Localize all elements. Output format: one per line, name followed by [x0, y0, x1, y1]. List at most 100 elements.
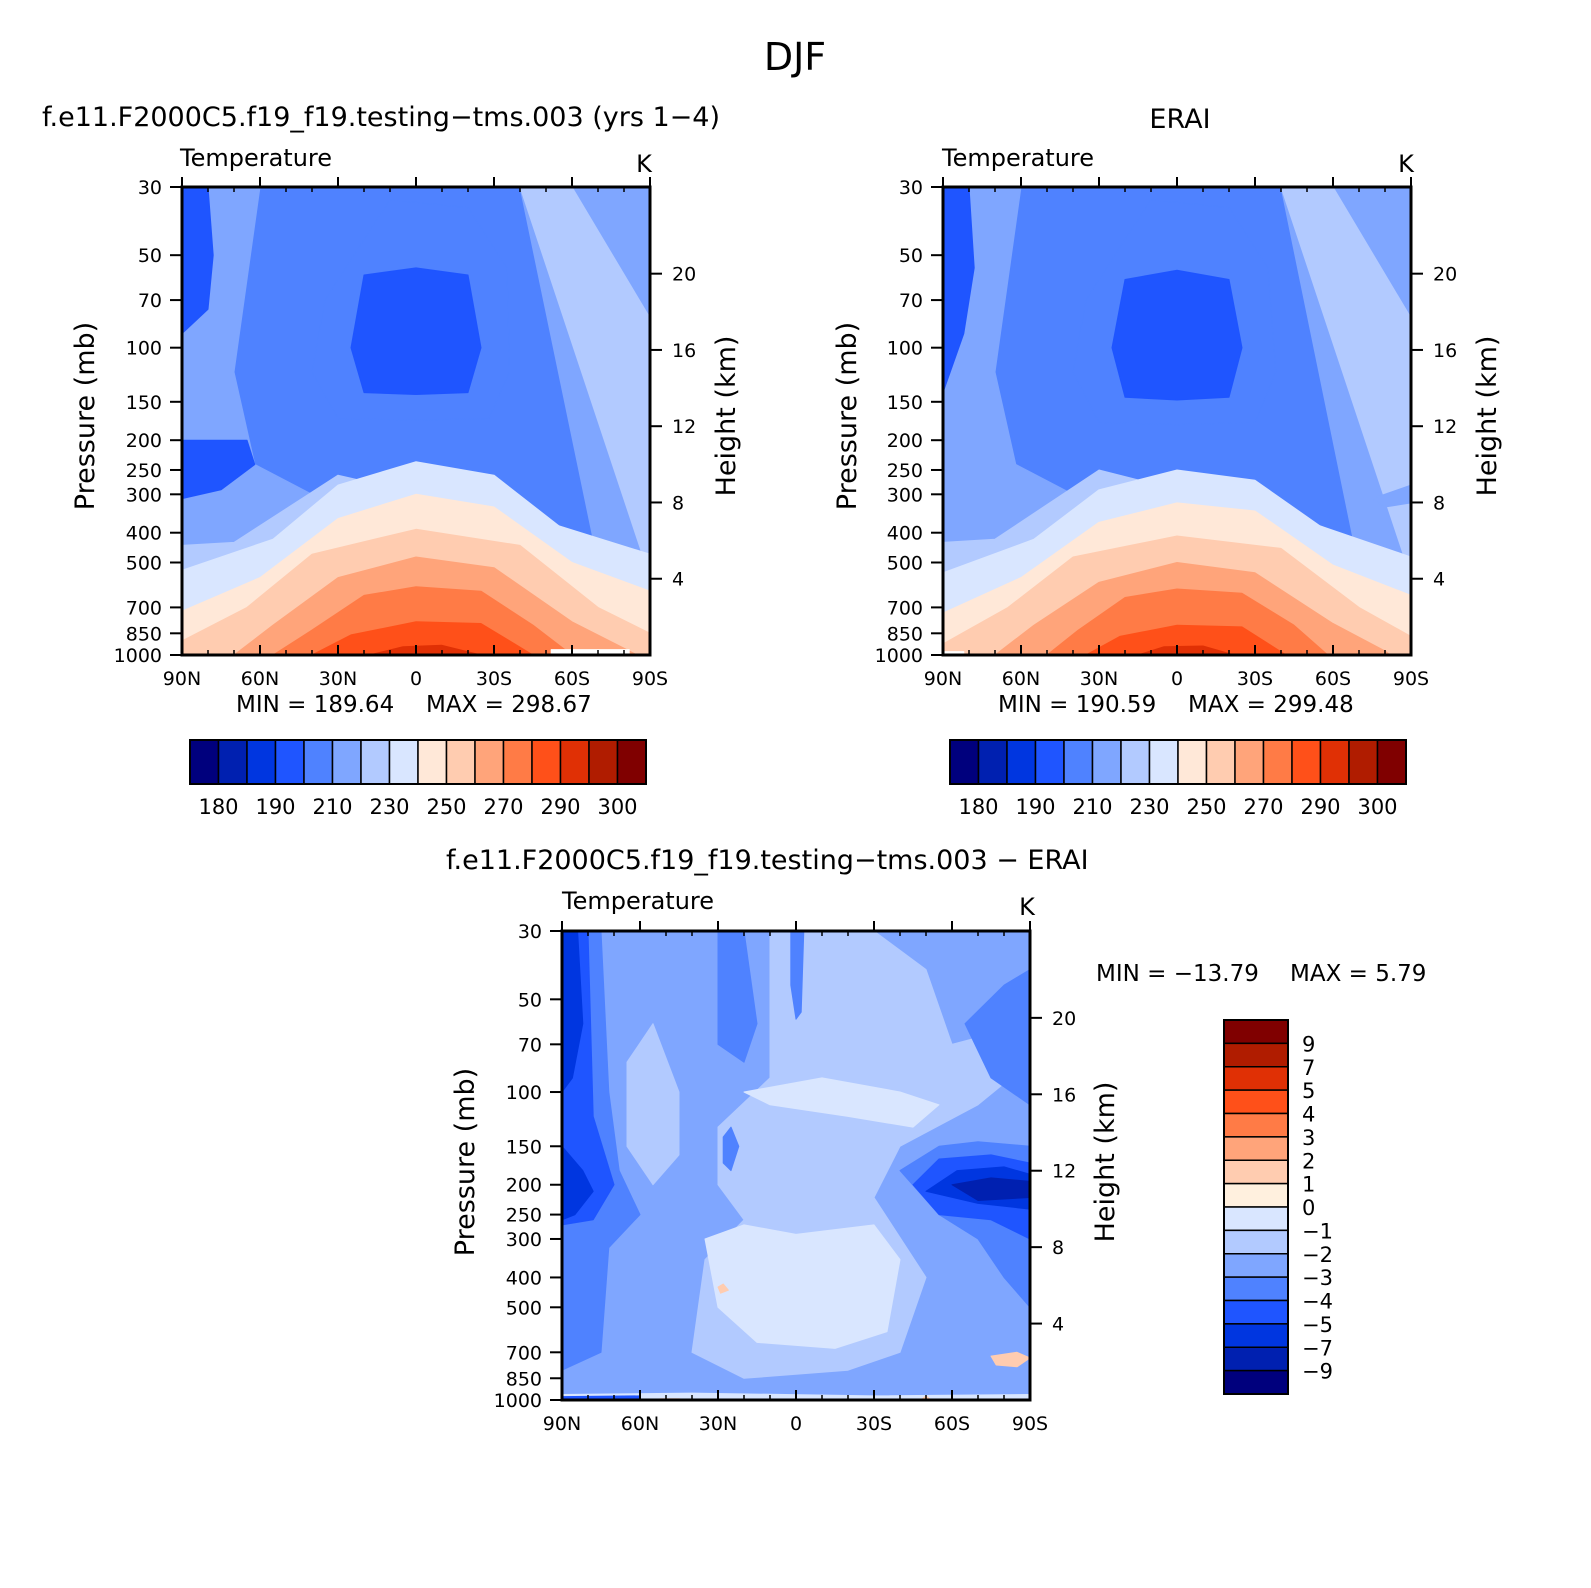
contour-band — [562, 1145, 594, 1221]
colorbar-box — [1223, 1346, 1289, 1372]
x-tick-label: 0 — [410, 668, 422, 690]
contour-band — [1137, 645, 1235, 655]
colorbar-box — [977, 739, 1008, 785]
colorbar-box — [1223, 1066, 1289, 1091]
min-label: MIN = 189.64 — [236, 692, 394, 718]
y-tick-label: 70 — [518, 1034, 542, 1056]
colorbar: 180 190 210 230 250 270 290 300 — [189, 739, 647, 819]
colorbar-label: 250 — [1186, 795, 1226, 819]
colorbar-label: −7 — [1302, 1336, 1333, 1360]
contour-band — [743, 1077, 940, 1128]
contour-field — [943, 187, 1411, 655]
x-tick-label: 60N — [241, 668, 279, 690]
contour-band — [1085, 624, 1287, 655]
colorbar-label: 9 — [1302, 1032, 1315, 1056]
y-tick-label: 100 — [506, 1082, 542, 1104]
y-tick-label: 1000 — [114, 645, 162, 667]
y-tick-label: 700 — [126, 597, 162, 619]
y2-tick-label: 12 — [1433, 416, 1457, 438]
contour-band — [350, 267, 482, 395]
x-tick-label: 60S — [1315, 668, 1351, 690]
y-tick-label: 250 — [126, 460, 162, 482]
colorbar-box — [331, 739, 362, 785]
contour-band — [368, 644, 482, 655]
colorbar-label: 300 — [597, 795, 637, 819]
colorbar-box — [1319, 739, 1350, 785]
colorbar-box — [1223, 1019, 1289, 1045]
colorbar-label: −3 — [1302, 1266, 1333, 1290]
y-tick-label: 100 — [126, 338, 162, 360]
colorbar-label: 270 — [483, 795, 523, 819]
y-tick-label: 400 — [126, 523, 162, 545]
panel-title: ERAI — [1149, 104, 1210, 135]
y-tick-label: 70 — [899, 290, 923, 312]
colorbar-frame — [949, 739, 1407, 785]
colorbar-box — [1234, 739, 1265, 785]
y-tick-label: 250 — [887, 460, 923, 482]
colorbar-box — [1291, 739, 1322, 785]
y2-axis-label: Height (km) — [711, 336, 742, 497]
panel-obs: ERAI Temperature K Pressure (mb) Height … — [832, 104, 1503, 819]
panel-title: f.e11.F2000C5.f19_f19.testing−tms.003 (y… — [42, 102, 720, 133]
y-tick-label: 300 — [887, 484, 923, 506]
colorbar-box — [1348, 739, 1379, 785]
y-tick-label: 850 — [126, 623, 162, 645]
y-tick-label: 150 — [506, 1136, 542, 1158]
colorbar-label: −4 — [1302, 1290, 1333, 1314]
colorbar-box — [1006, 739, 1037, 785]
colorbar-box — [1223, 1159, 1289, 1185]
colorbar-box — [1205, 739, 1236, 785]
contour-band — [1111, 269, 1243, 401]
y-tick-label: 150 — [126, 392, 162, 414]
max-label: MAX = 299.48 — [1188, 692, 1354, 718]
colorbar-box — [1223, 1369, 1289, 1395]
x-tick-label: 90N — [543, 1413, 581, 1435]
colorbar-box — [1177, 739, 1208, 785]
colorbar-box — [1223, 1276, 1289, 1302]
units-label: K — [1398, 150, 1415, 178]
colorbar-box — [1223, 1206, 1289, 1232]
contour-band — [626, 1023, 680, 1186]
colorbar-label: 180 — [958, 795, 998, 819]
contour-band — [943, 187, 975, 394]
colorbar-box — [588, 739, 619, 785]
contour-band — [562, 931, 584, 1093]
colorbar-box — [303, 739, 334, 785]
x-tick-label: 60N — [621, 1413, 659, 1435]
colorbar-label: 0 — [1302, 1196, 1315, 1220]
colorbar-label: 210 — [1072, 795, 1112, 819]
colorbar-box — [616, 739, 647, 785]
units-label: K — [1019, 893, 1036, 921]
max-label: MAX = 298.67 — [426, 692, 592, 718]
colorbar-box — [1223, 1229, 1289, 1255]
figure-title: DJF — [764, 35, 826, 79]
y-tick-label: 1000 — [494, 1390, 542, 1412]
contour-band — [717, 1283, 729, 1294]
x-tick-label: 30N — [699, 1413, 737, 1435]
panel-model: f.e11.F2000C5.f19_f19.testing−tms.003 (y… — [42, 102, 742, 819]
colorbar-label: 300 — [1357, 795, 1397, 819]
colorbar-label: 230 — [1129, 795, 1169, 819]
y-axis-label: Pressure (mb) — [70, 322, 101, 510]
colorbar-frame — [1223, 1019, 1289, 1395]
y2-tick-label: 4 — [1433, 569, 1445, 591]
x-tick-label: 60S — [554, 668, 590, 690]
colorbar-label: 1 — [1302, 1173, 1315, 1197]
y-tick-label: 850 — [506, 1368, 542, 1390]
y-tick-label: 400 — [887, 523, 923, 545]
y-tick-label: 500 — [126, 552, 162, 574]
contour-band — [990, 1351, 1030, 1368]
colorbar-box — [388, 739, 419, 785]
colorbar-box — [502, 739, 533, 785]
y-tick-label: 850 — [887, 623, 923, 645]
contour-band — [704, 1224, 901, 1349]
min-label: MIN = −13.79 — [1096, 961, 1259, 987]
contour-band — [182, 187, 650, 655]
colorbar-label: −9 — [1302, 1360, 1333, 1384]
y2-tick-label: 16 — [1052, 1084, 1076, 1106]
colorbar-box — [1223, 1299, 1289, 1325]
contour-field — [182, 187, 650, 655]
colorbar-box — [189, 739, 220, 785]
y2-tick-label: 16 — [672, 340, 696, 362]
colorbar-label: 230 — [369, 795, 409, 819]
